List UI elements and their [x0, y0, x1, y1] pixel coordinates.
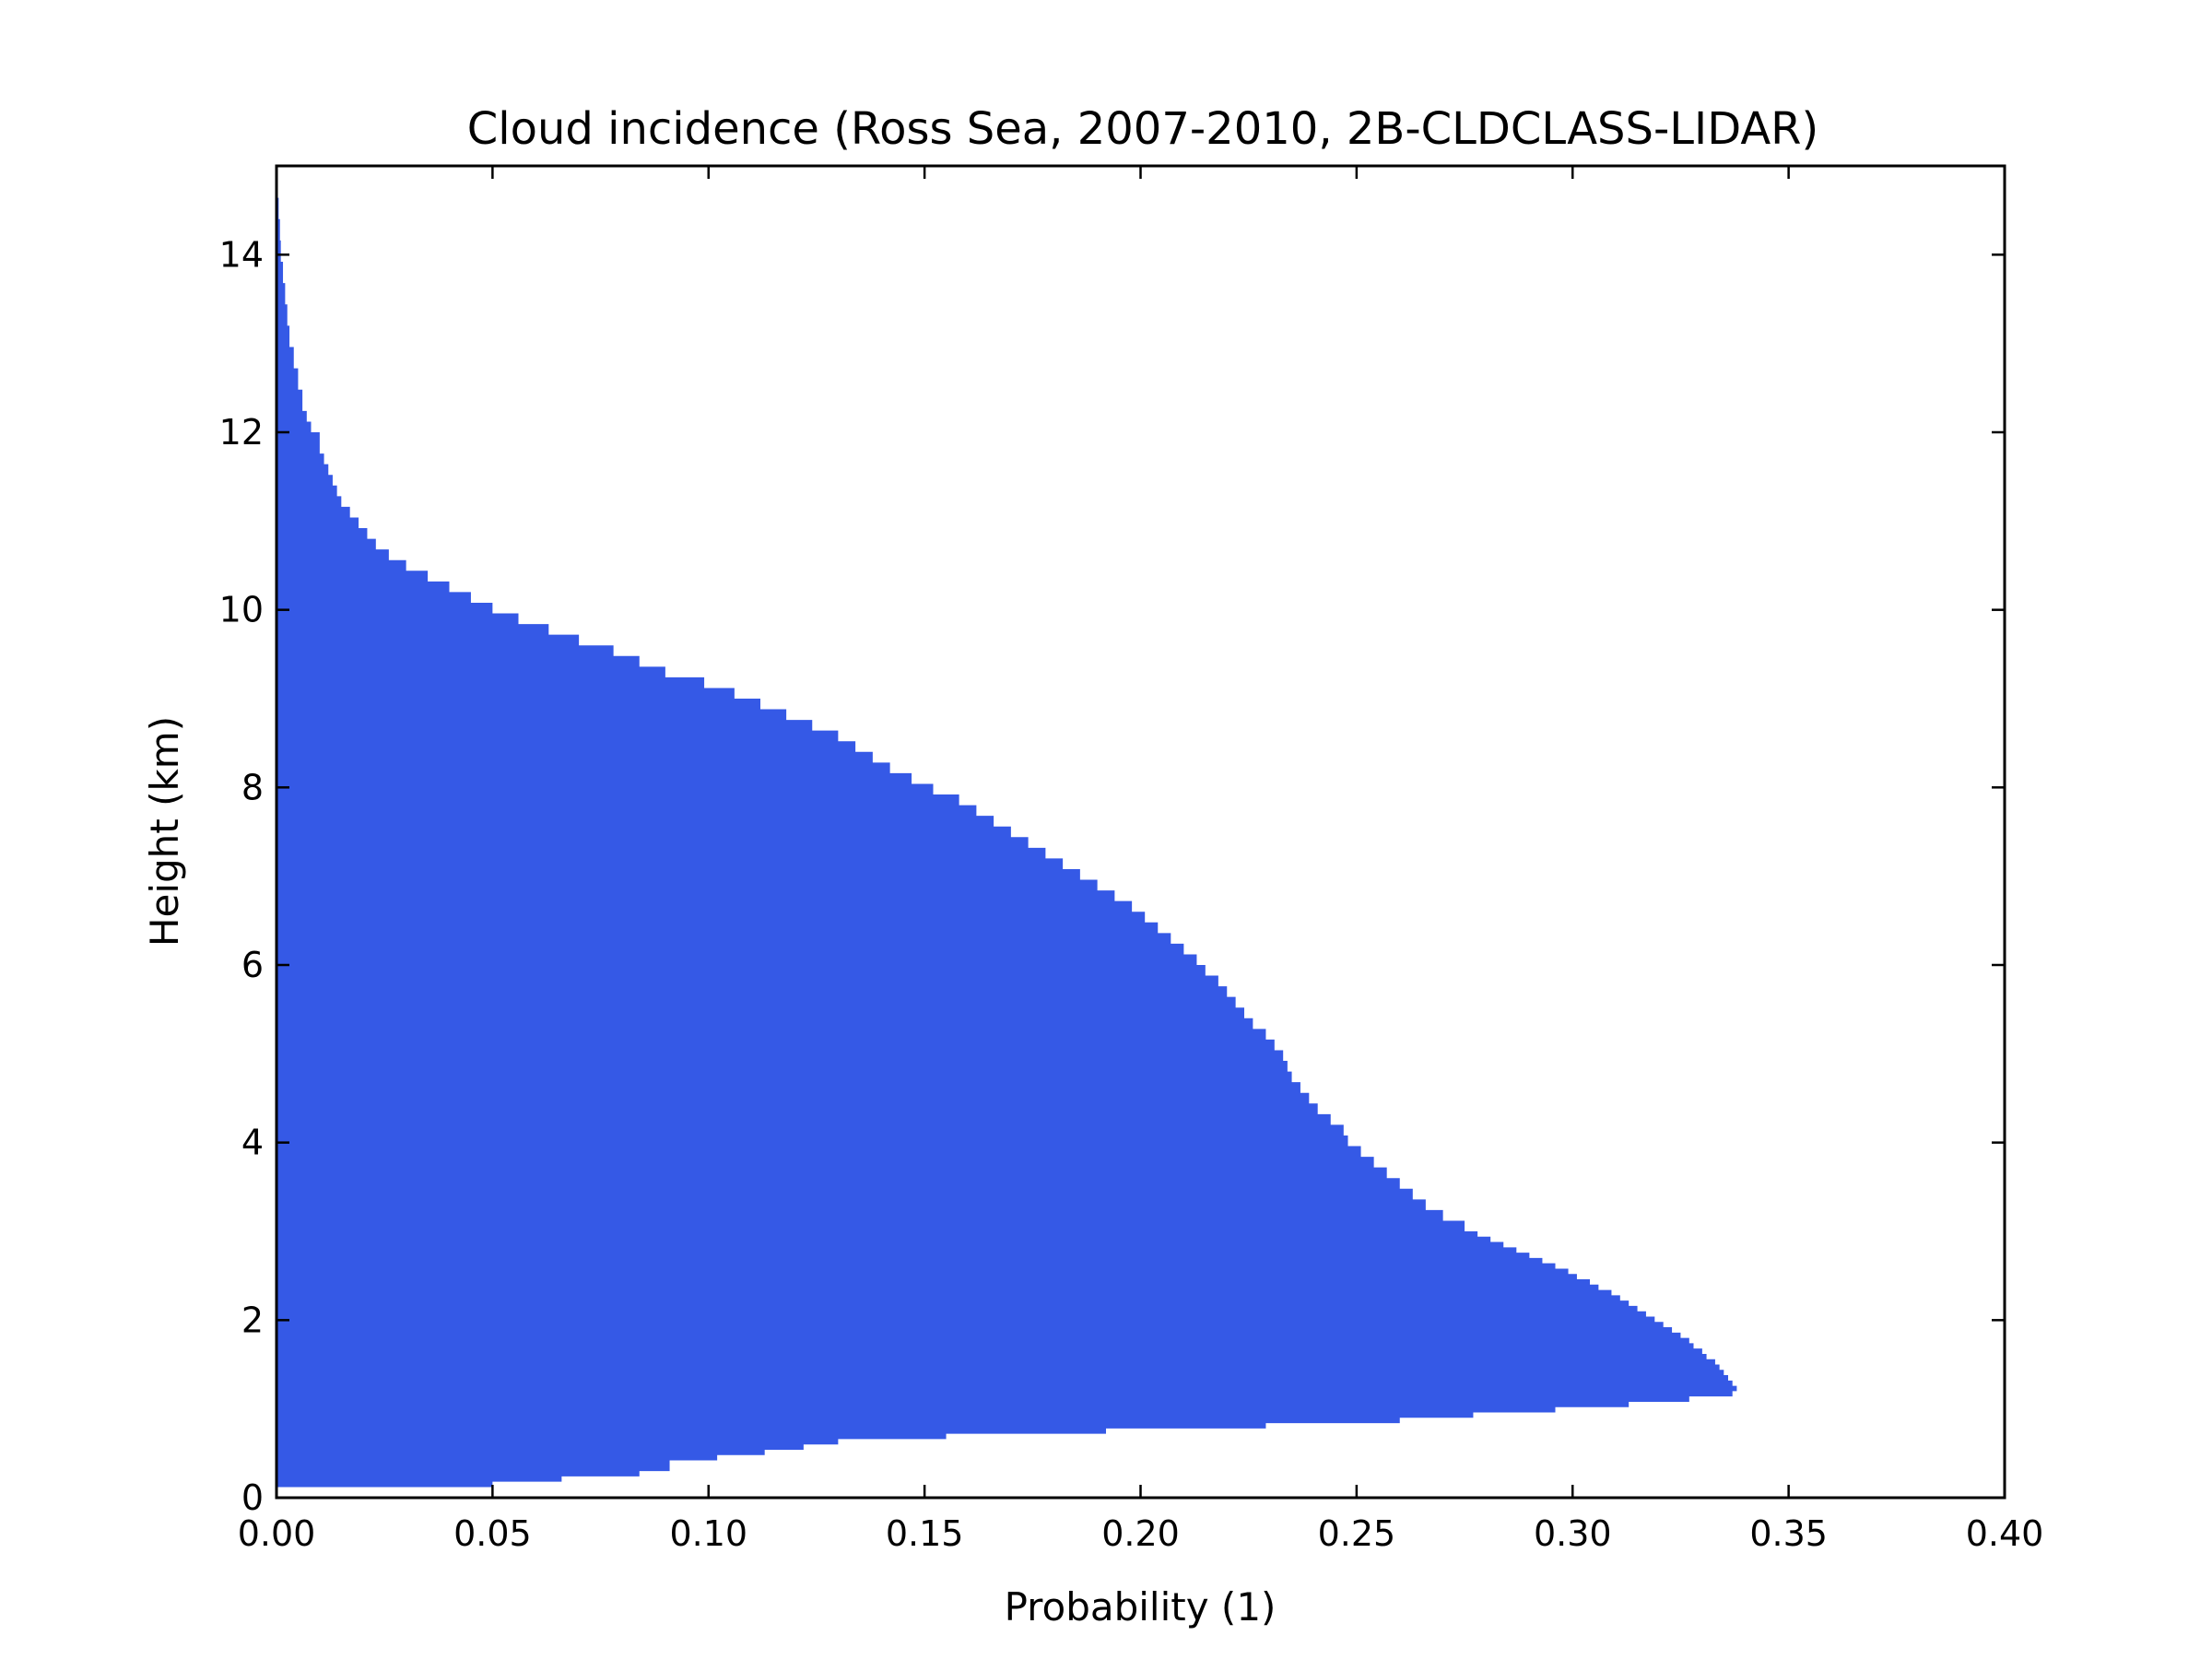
x-tick-label: 0.25 — [1318, 1513, 1396, 1554]
plot-frame — [275, 164, 2006, 1500]
x-axis-label: Probability (1) — [1005, 1584, 1277, 1630]
x-tick-label: 0.30 — [1534, 1513, 1612, 1554]
y-tick-label: 10 — [219, 590, 264, 630]
plot-area — [276, 166, 1737, 1498]
y-tick-label: 6 — [241, 945, 264, 985]
y-axis: 0 2 4 6 8 10 12 14 — [219, 234, 2005, 1518]
cloud-incidence-area — [276, 166, 1737, 1498]
x-axis: 0.00 0.05 0.10 0.15 0.20 0.25 0.30 0.35 0.40 — [238, 166, 2044, 1554]
y-tick-label: 0 — [241, 1477, 264, 1518]
y-tick-label: 8 — [241, 767, 264, 807]
y-axis-label: Height (km) — [142, 716, 187, 947]
x-tick-label: 0.40 — [1966, 1513, 2044, 1554]
y-tick-label: 2 — [241, 1300, 264, 1340]
y-tick-label: 12 — [219, 412, 264, 453]
x-tick-label: 0.20 — [1101, 1513, 1180, 1554]
x-tick-label: 0.10 — [669, 1513, 747, 1554]
y-tick-label: 4 — [241, 1123, 264, 1163]
chart-title: Cloud incidence (Ross Sea, 2007-2010, 2B… — [467, 103, 1818, 155]
x-tick-label: 0.35 — [1749, 1513, 1828, 1554]
x-tick-label: 0.15 — [886, 1513, 964, 1554]
y-tick-label: 14 — [219, 234, 264, 275]
x-tick-label: 0.05 — [453, 1513, 532, 1554]
x-tick-label: 0.00 — [238, 1513, 316, 1554]
